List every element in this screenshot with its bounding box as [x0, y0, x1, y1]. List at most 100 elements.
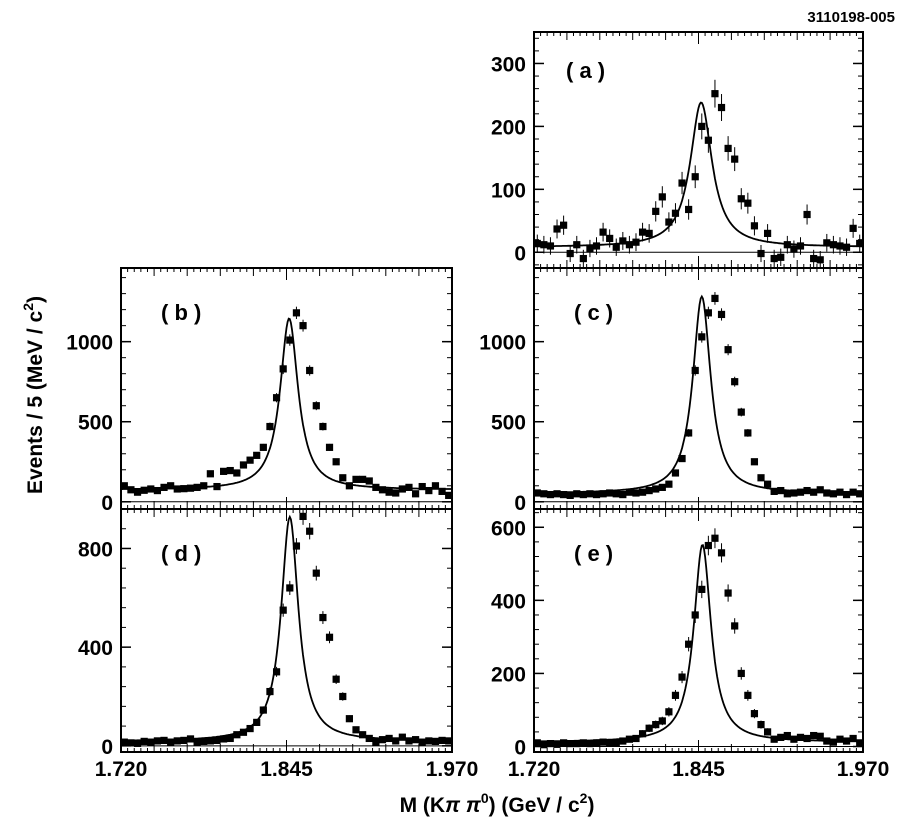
data-point — [220, 467, 228, 475]
data-point — [345, 482, 353, 490]
data-point — [592, 242, 601, 250]
data-point — [619, 490, 627, 499]
data-point — [200, 482, 208, 490]
data-point — [246, 456, 254, 464]
y-tick-label: 1000 — [66, 332, 113, 355]
data-point — [790, 245, 798, 253]
data-point — [385, 734, 393, 743]
data-point — [239, 728, 248, 736]
data-point — [665, 480, 673, 488]
data-point — [573, 739, 581, 748]
data-point — [757, 720, 765, 729]
x-axis-title-end: ) — [587, 794, 594, 817]
data-point — [777, 253, 785, 261]
data-point — [566, 491, 574, 499]
data-point — [359, 731, 367, 739]
fit-curve — [533, 294, 863, 494]
panel-c: 0 500 1000 ( c ) — [479, 267, 864, 515]
data-point — [632, 238, 640, 246]
data-point — [586, 490, 594, 498]
data-point — [140, 486, 148, 494]
panel-label-c: ( c ) — [574, 300, 613, 325]
data-point — [638, 488, 647, 496]
y-tick-label: 0 — [101, 492, 113, 515]
data-point — [392, 489, 400, 497]
data-point — [856, 239, 864, 248]
data-point — [147, 485, 155, 493]
data-point — [796, 488, 805, 496]
y-tick-label: 800 — [78, 538, 113, 561]
data-point — [678, 454, 686, 463]
x-tick-label: 1.845 — [260, 758, 313, 781]
data-point — [750, 458, 759, 466]
data-point — [691, 611, 699, 619]
data-point — [717, 549, 726, 557]
x-tick-label: 1.720 — [508, 758, 561, 781]
data-point — [619, 737, 627, 745]
y-axis-title-end: ) — [24, 296, 47, 303]
data-point — [540, 490, 548, 498]
data-point — [579, 490, 587, 499]
data-point — [120, 482, 128, 490]
data-point — [665, 708, 673, 716]
data-point — [599, 228, 607, 236]
data-point — [606, 234, 614, 243]
data-point — [763, 229, 772, 237]
data-point — [339, 692, 347, 701]
data-point — [645, 229, 653, 237]
figure-id: 3110198-005 — [807, 9, 895, 26]
data-point — [398, 733, 406, 741]
data-point — [731, 378, 739, 386]
data-point — [533, 739, 541, 747]
x-tick-label: 1.970 — [837, 758, 890, 781]
data-point — [566, 249, 574, 258]
data-point — [425, 486, 433, 495]
data-point — [253, 718, 261, 726]
data-point — [757, 474, 765, 482]
panel-a: 0 100 200 300 ( a ) — [491, 31, 864, 269]
data-point — [671, 469, 680, 477]
data-point — [619, 237, 627, 245]
data-point — [744, 691, 752, 699]
data-point — [173, 485, 181, 493]
data-point — [816, 256, 824, 264]
data-point — [180, 736, 188, 745]
data-point — [438, 487, 446, 495]
data-point — [206, 470, 214, 478]
data-point — [553, 490, 561, 498]
panel-label-b: ( b ) — [161, 300, 201, 325]
data-point — [193, 738, 201, 746]
data-point — [233, 731, 241, 739]
data-point — [306, 366, 314, 375]
x-tick-label: 1.970 — [426, 758, 479, 781]
data-point — [763, 728, 772, 736]
data-point — [612, 739, 620, 747]
data-point — [533, 489, 541, 497]
data-point — [533, 239, 541, 248]
data-point — [717, 310, 726, 319]
data-point — [352, 475, 360, 483]
data-point — [842, 243, 851, 251]
data-point — [678, 673, 686, 681]
y-tick-label: 1000 — [479, 332, 526, 355]
data-point — [731, 622, 739, 630]
data-point — [378, 736, 387, 744]
data-point — [332, 675, 340, 683]
data-point — [750, 710, 759, 718]
data-point — [691, 366, 699, 375]
data-point — [573, 241, 581, 249]
data-point — [592, 490, 601, 499]
data-point — [836, 488, 844, 496]
data-point — [685, 205, 693, 214]
data-point — [685, 640, 693, 648]
data-point — [292, 542, 301, 550]
data-point — [325, 443, 334, 451]
data-point — [345, 715, 353, 723]
y-tick-label: 400 — [491, 590, 526, 613]
data-point — [796, 242, 805, 250]
data-point — [658, 483, 666, 491]
data-point — [606, 489, 614, 497]
data-point — [836, 735, 844, 743]
y-tick-label: 0 — [514, 737, 526, 760]
data-point — [856, 490, 864, 498]
